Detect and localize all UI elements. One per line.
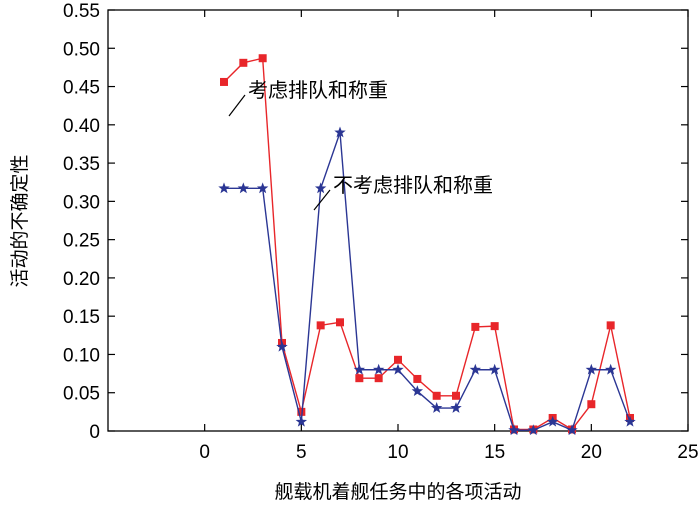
data-point [394, 355, 402, 364]
x-tick-label: 20 [581, 442, 602, 463]
data-point [469, 363, 482, 375]
data-point [372, 363, 385, 375]
y-tick-label: 0.05 [63, 384, 100, 405]
data-point [546, 415, 559, 427]
y-axis-title: 活动的不确定性 [9, 154, 31, 287]
y-tick-label: 0 [89, 422, 100, 443]
data-point [413, 374, 422, 383]
data-point [606, 321, 615, 330]
annotation-leader [313, 189, 331, 211]
data-point [488, 363, 501, 375]
data-point [276, 340, 288, 352]
series-layer [218, 54, 636, 436]
y-tick-label: 0.45 [63, 78, 100, 99]
annotation-label: 考虑排队和称重 [248, 78, 388, 102]
x-tick-label: 25 [677, 442, 698, 463]
data-point [508, 424, 520, 436]
data-point [258, 54, 267, 63]
x-tick-label: 15 [484, 442, 505, 463]
data-point [353, 363, 366, 375]
x-tick-label: 5 [296, 442, 307, 463]
data-point [411, 385, 424, 397]
x-tick-label: 0 [199, 442, 210, 463]
series-line [224, 132, 631, 432]
data-point [471, 322, 480, 331]
data-point [392, 363, 404, 375]
y-tick-label: 0.35 [63, 154, 100, 175]
data-point [374, 374, 383, 383]
data-point [220, 77, 228, 86]
data-point [239, 58, 248, 67]
data-point [297, 407, 306, 416]
y-tick-label: 0.25 [63, 231, 100, 252]
data-point [316, 321, 325, 330]
y-tick-label: 0.55 [63, 1, 100, 22]
tick-labels: 0 5 10 15 20 25 0 0.05 0.10 0.15 0.20 0.25 0.30 0.35 0… [63, 1, 699, 463]
data-point [355, 374, 364, 383]
data-point [334, 126, 346, 138]
series-line [223, 57, 631, 431]
data-point [432, 391, 441, 400]
data-point [452, 391, 460, 400]
data-point [336, 318, 344, 327]
y-tick-label: 0.20 [63, 269, 100, 290]
y-tick-label: 0.30 [63, 192, 100, 213]
x-tick-label: 10 [387, 442, 408, 463]
data-point [587, 400, 596, 409]
data-point [430, 402, 443, 413]
data-point [450, 402, 462, 413]
x-axis-title: 舰载机着舰任务中的各项活动 [274, 481, 521, 503]
y-tick-label: 0.10 [63, 345, 100, 366]
annotation-leader [228, 94, 246, 117]
annotation-label: 不考虑排队和称重 [333, 173, 493, 197]
data-point [604, 363, 617, 375]
y-tick-label: 0.50 [63, 39, 100, 60]
data-point [490, 322, 499, 331]
y-tick-label: 0.40 [63, 116, 100, 137]
data-point [624, 415, 636, 427]
data-point [218, 182, 230, 194]
series-without-queue-weighing [218, 126, 636, 436]
data-point [314, 182, 327, 194]
data-point [237, 182, 250, 194]
data-point [566, 424, 578, 436]
data-point [295, 415, 308, 427]
data-point [527, 424, 540, 436]
y-tick-label: 0.15 [63, 307, 100, 328]
axis-ticks [108, 9, 689, 432]
data-point [585, 363, 598, 375]
data-point [256, 182, 269, 194]
series-with-queue-weighing [220, 54, 634, 434]
